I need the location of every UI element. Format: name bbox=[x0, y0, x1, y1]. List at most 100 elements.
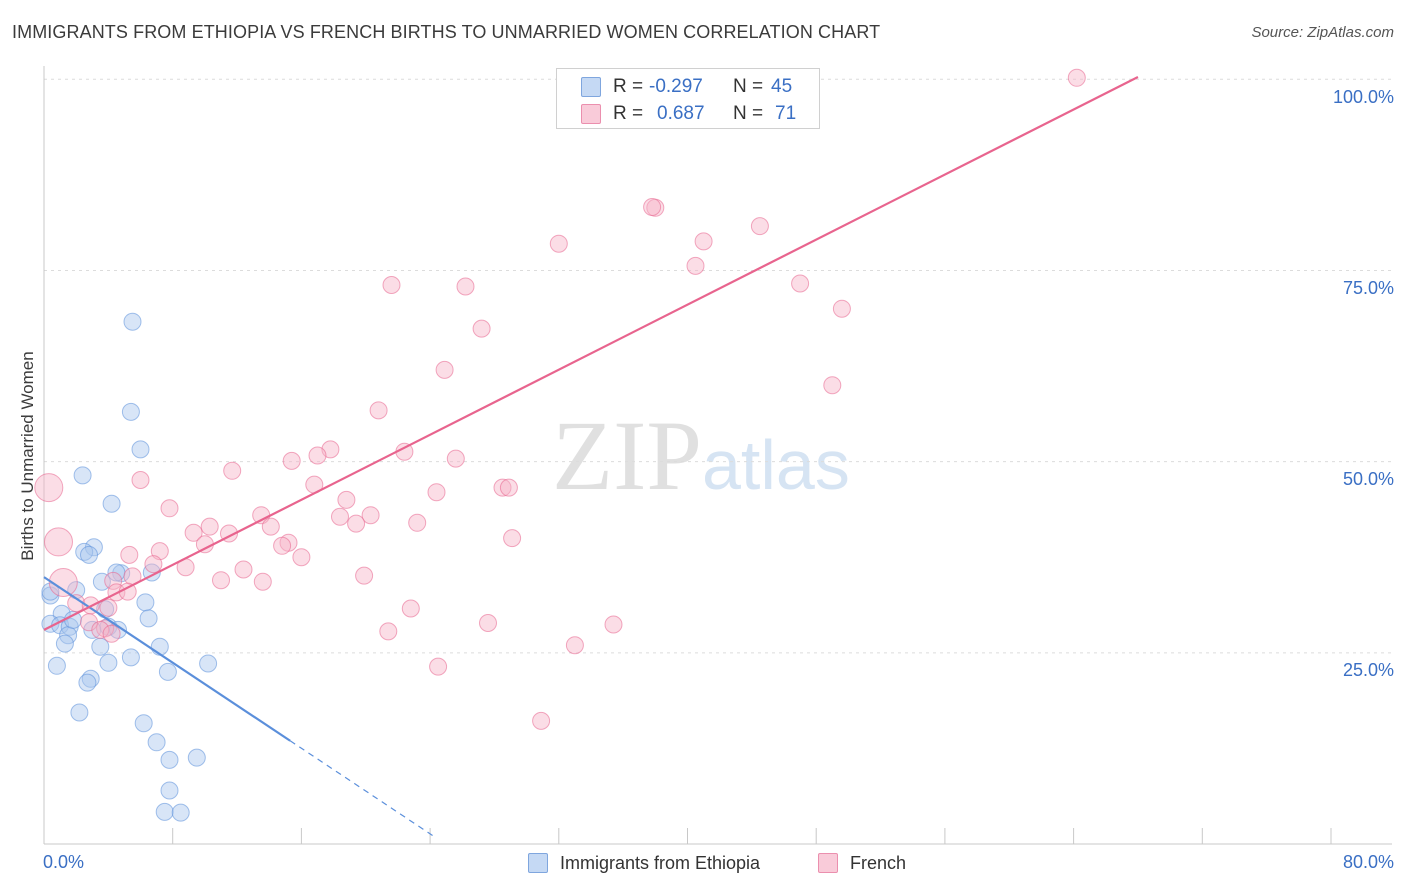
french-point-19 bbox=[446, 449, 465, 468]
french-point-67 bbox=[102, 624, 121, 643]
ethiopia-point-42 bbox=[64, 610, 82, 629]
french-point-18 bbox=[282, 451, 301, 470]
french-point-5 bbox=[694, 232, 713, 251]
french-point-39 bbox=[44, 527, 73, 557]
french-point-38 bbox=[503, 529, 522, 548]
french-point-22 bbox=[34, 473, 64, 503]
french-point-10 bbox=[832, 299, 851, 318]
ethiopia-point-25 bbox=[150, 637, 169, 656]
french-point-14 bbox=[369, 401, 388, 420]
ethiopia-point-41 bbox=[41, 582, 60, 601]
ethiopia-swatch bbox=[581, 77, 601, 97]
french-point-34 bbox=[261, 517, 280, 536]
french-point-6 bbox=[686, 256, 705, 275]
y-tick-label-25: 25.0% bbox=[1342, 660, 1394, 680]
legend-label: French bbox=[850, 853, 907, 873]
french-point-3 bbox=[750, 217, 769, 236]
french-point-53 bbox=[48, 568, 78, 597]
french-point-0 bbox=[1067, 68, 1086, 87]
ethiopia-point-1 bbox=[121, 402, 140, 421]
french-point-50 bbox=[212, 571, 230, 590]
ethiopia-point-30 bbox=[199, 654, 218, 673]
french-point-26 bbox=[427, 483, 446, 502]
ethiopia-point-24 bbox=[55, 634, 74, 653]
ethiopia-point-35 bbox=[147, 733, 166, 752]
watermark-atlas: atlas bbox=[702, 426, 850, 504]
ethiopia-point-3 bbox=[73, 466, 92, 485]
french-point-4 bbox=[549, 234, 568, 253]
ethiopia-point-32 bbox=[78, 673, 97, 692]
n-value: 45 bbox=[771, 76, 793, 97]
n-label: N = bbox=[733, 103, 764, 124]
french-legend-swatch bbox=[818, 853, 838, 873]
ethiopia-point-36 bbox=[187, 748, 206, 767]
french-point-66 bbox=[379, 622, 398, 641]
x-tick-label-max: 80.0% bbox=[1342, 852, 1394, 872]
french-point-63 bbox=[604, 615, 623, 634]
ethiopia-point-4 bbox=[102, 494, 121, 513]
ethiopia-point-40 bbox=[171, 803, 190, 822]
french-point-2 bbox=[643, 198, 662, 216]
ethiopia-point-27 bbox=[47, 656, 66, 675]
ethiopia-legend-swatch bbox=[528, 853, 548, 873]
ethiopia-point-13 bbox=[136, 593, 155, 612]
french-point-52 bbox=[355, 566, 374, 585]
french-point-54 bbox=[104, 571, 123, 590]
french-point-64 bbox=[479, 614, 497, 632]
ethiopia-trend-extension bbox=[289, 740, 437, 839]
axes bbox=[43, 66, 1392, 845]
y-tick-label-75: 75.0% bbox=[1342, 278, 1394, 298]
french-point-28 bbox=[160, 499, 179, 518]
r-label: R = bbox=[613, 76, 644, 97]
ethiopia-point-6 bbox=[75, 542, 94, 561]
french-point-44 bbox=[150, 542, 169, 561]
legend-label: Immigrants from Ethiopia bbox=[560, 853, 761, 873]
french-point-27 bbox=[337, 490, 356, 509]
french-point-65 bbox=[91, 620, 110, 639]
french-point-69 bbox=[532, 711, 551, 730]
ethiopia-point-38 bbox=[160, 781, 179, 800]
french-point-21 bbox=[131, 471, 150, 489]
french-point-12 bbox=[435, 360, 454, 379]
y-tick-label-50: 50.0% bbox=[1342, 469, 1394, 489]
french-point-17 bbox=[308, 446, 327, 465]
french-point-43 bbox=[120, 545, 139, 564]
stats-legend: R = -0.297 N = 45 R = 0.687 N = 71 bbox=[556, 68, 820, 129]
french-point-51 bbox=[253, 572, 272, 591]
french-trend-line bbox=[43, 76, 1139, 631]
ethiopia-point-26 bbox=[121, 648, 140, 667]
french-point-23 bbox=[493, 478, 512, 497]
watermark-zip: ZIP bbox=[552, 400, 702, 511]
ethiopia-point-2 bbox=[131, 440, 150, 459]
watermark: ZIPatlas bbox=[552, 398, 850, 513]
french-point-13 bbox=[823, 376, 842, 395]
r-label: R = bbox=[613, 103, 644, 124]
ethiopia-point-31 bbox=[158, 662, 177, 681]
french-point-40 bbox=[195, 535, 214, 554]
ethiopia-point-34 bbox=[134, 714, 153, 733]
y-tick-label-100: 100.0% bbox=[1332, 87, 1394, 107]
french-point-7 bbox=[382, 276, 401, 294]
french-point-33 bbox=[347, 514, 366, 533]
ethiopia-point-15 bbox=[139, 609, 158, 628]
french-swatch bbox=[581, 104, 601, 124]
french-point-31 bbox=[361, 506, 380, 525]
french-point-70 bbox=[565, 636, 584, 655]
french-point-47 bbox=[234, 560, 253, 579]
french-point-60 bbox=[401, 599, 420, 618]
n-label: N = bbox=[733, 76, 764, 97]
ethiopia-point-33 bbox=[70, 703, 89, 722]
french-point-42 bbox=[273, 536, 292, 555]
french-point-59 bbox=[99, 598, 118, 617]
french-point-9 bbox=[791, 274, 810, 293]
source-label: Source: ZipAtlas.com bbox=[1251, 24, 1394, 41]
ethiopia-point-39 bbox=[155, 802, 174, 821]
ethiopia-trend-line bbox=[43, 576, 291, 742]
ethiopia-point-7 bbox=[80, 545, 98, 564]
trend-lines bbox=[43, 76, 1139, 839]
r-value: -0.297 bbox=[649, 76, 703, 97]
french-point-20 bbox=[223, 461, 242, 480]
data-points bbox=[34, 68, 1086, 822]
ethiopia-point-0 bbox=[123, 312, 142, 331]
